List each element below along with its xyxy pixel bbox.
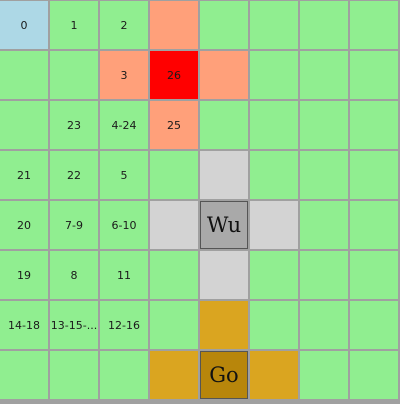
board-cell[interactable]: 5 xyxy=(100,151,148,199)
board-cell[interactable]: 8 xyxy=(50,251,98,299)
board-cell[interactable] xyxy=(350,51,398,99)
board-cell[interactable]: 7-9 xyxy=(50,201,98,249)
board-cell[interactable] xyxy=(350,151,398,199)
board-cell[interactable] xyxy=(300,51,348,99)
board-cell[interactable] xyxy=(250,301,298,349)
wu-piece[interactable]: Wu xyxy=(200,201,248,249)
board-cell[interactable] xyxy=(350,301,398,349)
board-cell[interactable] xyxy=(200,1,248,49)
board-cell[interactable] xyxy=(150,301,198,349)
board-cell[interactable] xyxy=(150,151,198,199)
board-cell[interactable]: 13-15-... xyxy=(50,301,98,349)
board-cell[interactable] xyxy=(0,51,48,99)
board-cell[interactable] xyxy=(350,351,398,399)
board-cell[interactable]: 2 xyxy=(100,1,148,49)
board-cell[interactable] xyxy=(150,251,198,299)
wu-move-cell[interactable] xyxy=(200,151,248,199)
board-cell[interactable]: 21 xyxy=(0,151,48,199)
board-cell[interactable]: 23 xyxy=(50,101,98,149)
wu-move-cell[interactable] xyxy=(200,251,248,299)
board-cell[interactable] xyxy=(300,201,348,249)
start-cell[interactable]: 0 xyxy=(0,1,48,49)
go-piece[interactable]: Go xyxy=(200,351,248,399)
board-cell[interactable] xyxy=(300,251,348,299)
board-cell[interactable] xyxy=(300,101,348,149)
board-cell[interactable]: 12-16 xyxy=(100,301,148,349)
board-cell[interactable] xyxy=(300,1,348,49)
board-cell[interactable] xyxy=(250,51,298,99)
go-move-cell[interactable] xyxy=(200,301,248,349)
board-cell[interactable]: 11 xyxy=(100,251,148,299)
board-cell[interactable] xyxy=(50,51,98,99)
board-cell[interactable]: 14-18 xyxy=(0,301,48,349)
board-cell[interactable] xyxy=(0,351,48,399)
wu-move-cell[interactable] xyxy=(150,201,198,249)
board-cell[interactable] xyxy=(300,151,348,199)
board-cell[interactable]: 4-24 xyxy=(100,101,148,149)
board-cell[interactable] xyxy=(300,301,348,349)
board-cell[interactable] xyxy=(250,251,298,299)
go-move-cell[interactable] xyxy=(250,351,298,399)
board-cell[interactable]: 6-10 xyxy=(100,201,148,249)
board-cell[interactable] xyxy=(0,101,48,149)
path-cell[interactable] xyxy=(150,1,198,49)
board-cell[interactable]: 20 xyxy=(0,201,48,249)
path-cell[interactable] xyxy=(200,51,248,99)
go-move-cell[interactable] xyxy=(150,351,198,399)
board-cell[interactable] xyxy=(100,351,148,399)
target-cell[interactable]: 26 xyxy=(150,51,198,99)
wu-move-cell[interactable] xyxy=(250,201,298,249)
board-cell[interactable] xyxy=(350,251,398,299)
board-cell[interactable] xyxy=(50,351,98,399)
board-cell[interactable] xyxy=(200,101,248,149)
board-cell[interactable]: 19 xyxy=(0,251,48,299)
board-cell[interactable] xyxy=(250,151,298,199)
board-cell[interactable] xyxy=(300,351,348,399)
board-cell[interactable]: 22 xyxy=(50,151,98,199)
board-cell[interactable]: 1 xyxy=(50,1,98,49)
board-cell[interactable] xyxy=(350,201,398,249)
path-cell[interactable]: 25 xyxy=(150,101,198,149)
path-cell[interactable]: 3 xyxy=(100,51,148,99)
board-cell[interactable] xyxy=(350,101,398,149)
board-cell[interactable] xyxy=(250,1,298,49)
board-cell[interactable] xyxy=(350,1,398,49)
board-cell[interactable] xyxy=(250,101,298,149)
